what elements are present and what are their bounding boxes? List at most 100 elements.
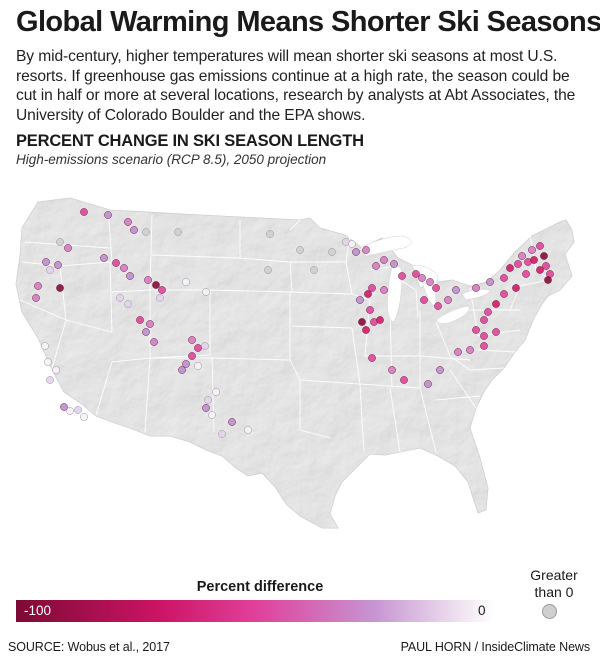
resort-marker [46, 376, 54, 384]
resort-markers [32, 208, 554, 438]
resort-marker [500, 290, 508, 298]
resort-marker [41, 342, 49, 350]
resort-marker [158, 286, 166, 294]
resort-marker [204, 396, 212, 404]
legend-color-scale [16, 600, 494, 622]
resort-marker [56, 284, 64, 292]
resort-marker [398, 272, 406, 280]
resort-marker [358, 318, 366, 326]
resort-marker [528, 246, 536, 254]
resort-marker [228, 418, 236, 426]
resort-marker [364, 290, 372, 298]
great-lakes [359, 235, 491, 324]
resort-marker [420, 296, 428, 304]
resort-marker [432, 284, 440, 292]
resort-marker [208, 411, 216, 419]
resort-marker [188, 336, 196, 344]
map-subheading: High-emissions scenario (RCP 8.5), 2050 … [16, 152, 327, 167]
resort-marker [142, 228, 150, 236]
resort-marker [32, 294, 40, 302]
resort-marker [112, 259, 120, 267]
resort-marker [362, 246, 370, 254]
resort-marker [74, 406, 82, 414]
resort-marker [146, 320, 154, 328]
resort-marker [212, 388, 220, 396]
resort-marker [126, 272, 134, 280]
resort-marker [444, 296, 452, 304]
page-title: Global Warming Means Shorter Ski Seasons [16, 6, 600, 38]
resort-marker [500, 274, 508, 282]
resort-marker [390, 260, 398, 268]
resort-marker [530, 256, 538, 264]
resort-marker [201, 342, 209, 350]
resort-marker [434, 302, 442, 310]
state-borders [19, 209, 549, 453]
resort-marker [352, 248, 360, 256]
resort-marker [388, 366, 396, 374]
legend-positive-swatch [542, 604, 557, 619]
resort-marker [522, 270, 530, 278]
resort-marker [536, 242, 544, 250]
resort-marker [144, 276, 152, 284]
resort-marker [376, 316, 384, 324]
resort-marker [182, 360, 190, 368]
resort-marker [194, 344, 202, 352]
resort-marker [46, 266, 54, 274]
resort-marker [104, 211, 112, 219]
resort-marker [188, 352, 196, 360]
resort-marker [368, 354, 376, 362]
resort-marker [480, 332, 488, 340]
resort-marker [266, 230, 274, 238]
resort-marker [544, 276, 552, 284]
resort-marker [54, 261, 62, 269]
resort-marker [366, 306, 374, 314]
resort-marker [486, 278, 494, 286]
resort-marker [52, 366, 60, 374]
resort-marker [492, 328, 500, 336]
us-ski-resort-map [15, 197, 575, 529]
resort-marker [480, 316, 488, 324]
resort-marker [202, 288, 210, 296]
resort-marker [540, 252, 548, 260]
resort-marker [436, 366, 444, 374]
resort-marker [34, 282, 42, 290]
source-note: SOURCE: Wobus et al., 2017 [8, 640, 170, 654]
resort-marker [512, 284, 520, 292]
resort-marker [142, 328, 150, 336]
resort-marker [264, 266, 272, 274]
resort-marker [380, 286, 388, 294]
resort-marker [356, 296, 364, 304]
resort-marker [348, 240, 356, 248]
resort-marker [480, 342, 488, 350]
legend-title: Percent difference [196, 579, 324, 595]
resort-marker [80, 208, 88, 216]
credit-line: PAUL HORN / InsideClimate News [400, 640, 591, 654]
resort-marker [426, 278, 434, 286]
resort-marker [466, 346, 474, 354]
resort-marker [56, 238, 64, 246]
map-heading: PERCENT CHANGE IN SKI SEASON LENGTH [16, 132, 364, 150]
resort-marker [124, 218, 132, 226]
resort-marker [506, 264, 514, 272]
resort-marker [136, 316, 144, 324]
resort-marker [120, 264, 128, 272]
resort-marker [178, 366, 186, 374]
legend-max-label: 0 [478, 603, 486, 618]
resort-marker [424, 380, 432, 388]
resort-marker [156, 294, 164, 302]
resort-marker [150, 338, 158, 346]
resort-marker [66, 407, 74, 415]
legend-positive-label: Greater than 0 [530, 567, 578, 600]
resort-marker [418, 274, 426, 282]
resort-marker [452, 286, 460, 294]
resort-marker [130, 226, 138, 234]
resort-marker [492, 300, 500, 308]
resort-marker [400, 376, 408, 384]
resort-marker [412, 270, 420, 278]
resort-marker [60, 403, 68, 411]
resort-marker [362, 326, 370, 334]
resort-marker [194, 362, 202, 370]
resort-marker [244, 426, 252, 434]
resort-marker [100, 254, 108, 262]
resort-marker [182, 278, 190, 286]
